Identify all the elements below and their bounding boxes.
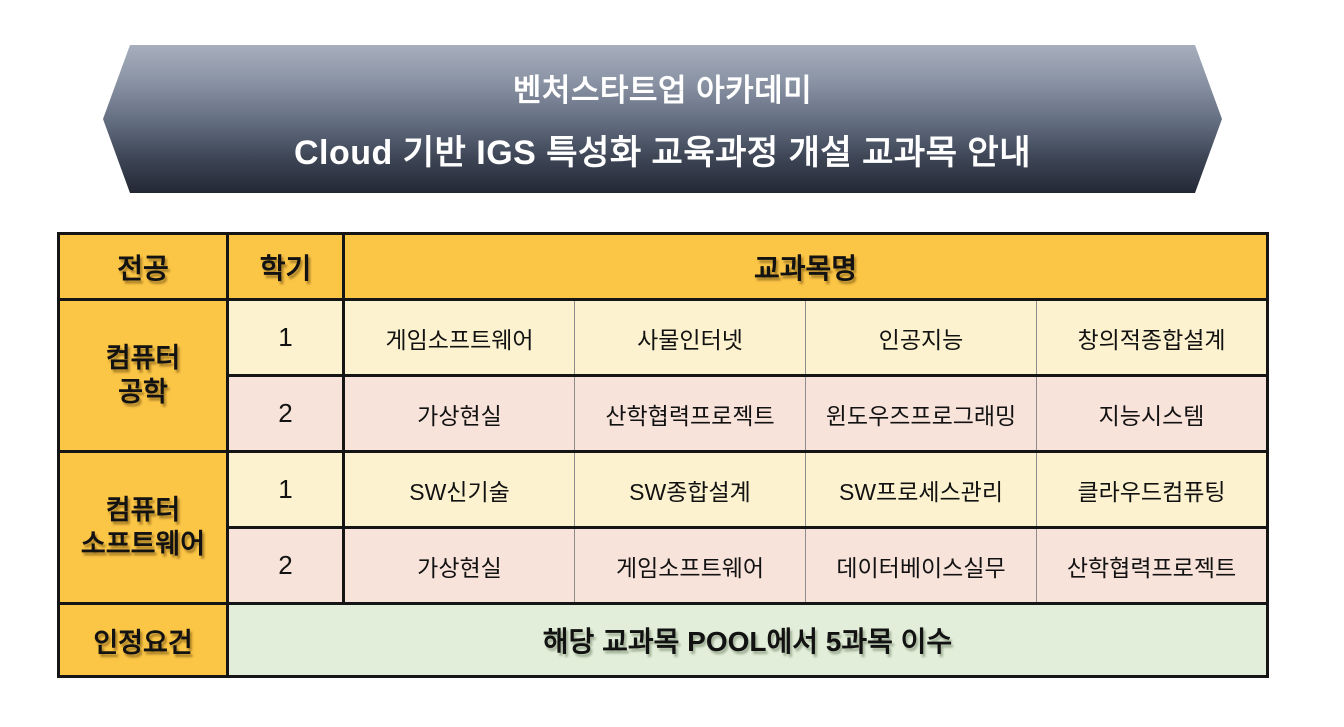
semester-cell: 1: [226, 298, 345, 377]
requirement-label: 인정요건: [57, 602, 229, 678]
header-major: 전공: [57, 232, 229, 301]
requirement-row: 인정요건 해당 교과목 POOL에서 5과목 이수: [57, 602, 1269, 678]
course-cell: SW프로세스관리: [805, 450, 1037, 529]
course-cell: 게임소프트웨어: [574, 526, 806, 605]
table-row: 컴퓨터 소프트웨어 1 SW신기술 SW종합설계 SW프로세스관리 클라우드컴퓨…: [57, 450, 1269, 605]
semester-cell: 2: [226, 526, 345, 605]
course-cell: 창의적종합설계: [1036, 298, 1269, 377]
course-cell: 게임소프트웨어: [342, 298, 575, 377]
header-course-name: 교과목명: [342, 232, 1269, 301]
major-computer-engineering: 컴퓨터 공학: [57, 298, 229, 453]
course-table: 전공 학기 교과목명 컴퓨터 공학 1 게임소프트웨어 사물인터넷 인공지능 창…: [57, 232, 1269, 678]
table-row: 컴퓨터 공학 1 게임소프트웨어 사물인터넷 인공지능 창의적종합설계: [57, 298, 1269, 453]
semester-cell: 2: [226, 374, 345, 453]
course-cell: 인공지능: [805, 298, 1037, 377]
course-cell: 산학협력프로젝트: [1036, 526, 1269, 605]
course-cell: 가상현실: [342, 374, 575, 453]
title-banner: 벤처스타트업 아카데미 Cloud 기반 IGS 특성화 교육과정 개설 교과목…: [103, 45, 1222, 193]
course-cell: 사물인터넷: [574, 298, 806, 377]
table-row: 2 가상현실 산학협력프로젝트 윈도우즈프로그래밍 지능시스템: [59, 374, 1269, 453]
banner-title-line1: 벤처스타트업 아카데미: [512, 72, 813, 108]
course-cell: 데이터베이스실무: [805, 526, 1037, 605]
course-cell: 클라우드컴퓨팅: [1036, 450, 1269, 529]
course-cell: 윈도우즈프로그래밍: [805, 374, 1037, 453]
course-cell: 가상현실: [342, 526, 575, 605]
course-cell: 산학협력프로젝트: [574, 374, 806, 453]
requirement-value: 해당 교과목 POOL에서 5과목 이수: [226, 602, 1269, 678]
course-cell: SW종합설계: [574, 450, 806, 529]
major-computer-software: 컴퓨터 소프트웨어: [57, 450, 229, 605]
table-row: 2 가상현실 게임소프트웨어 데이터베이스실무 산학협력프로젝트: [59, 526, 1269, 605]
table-header-row: 전공 학기 교과목명: [57, 232, 1269, 301]
header-semester: 학기: [226, 232, 345, 301]
course-cell: 지능시스템: [1036, 374, 1269, 453]
banner-title-line2: Cloud 기반 IGS 특성화 교육과정 개설 교과목 안내: [294, 133, 1031, 172]
course-cell: SW신기술: [342, 450, 575, 529]
semester-cell: 1: [226, 450, 345, 529]
